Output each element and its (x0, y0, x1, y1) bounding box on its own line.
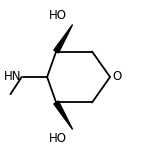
Text: HO: HO (49, 132, 67, 145)
Text: HN: HN (4, 71, 22, 83)
Polygon shape (54, 25, 73, 53)
Text: HO: HO (49, 9, 67, 22)
Polygon shape (54, 101, 73, 129)
Text: O: O (112, 71, 122, 83)
